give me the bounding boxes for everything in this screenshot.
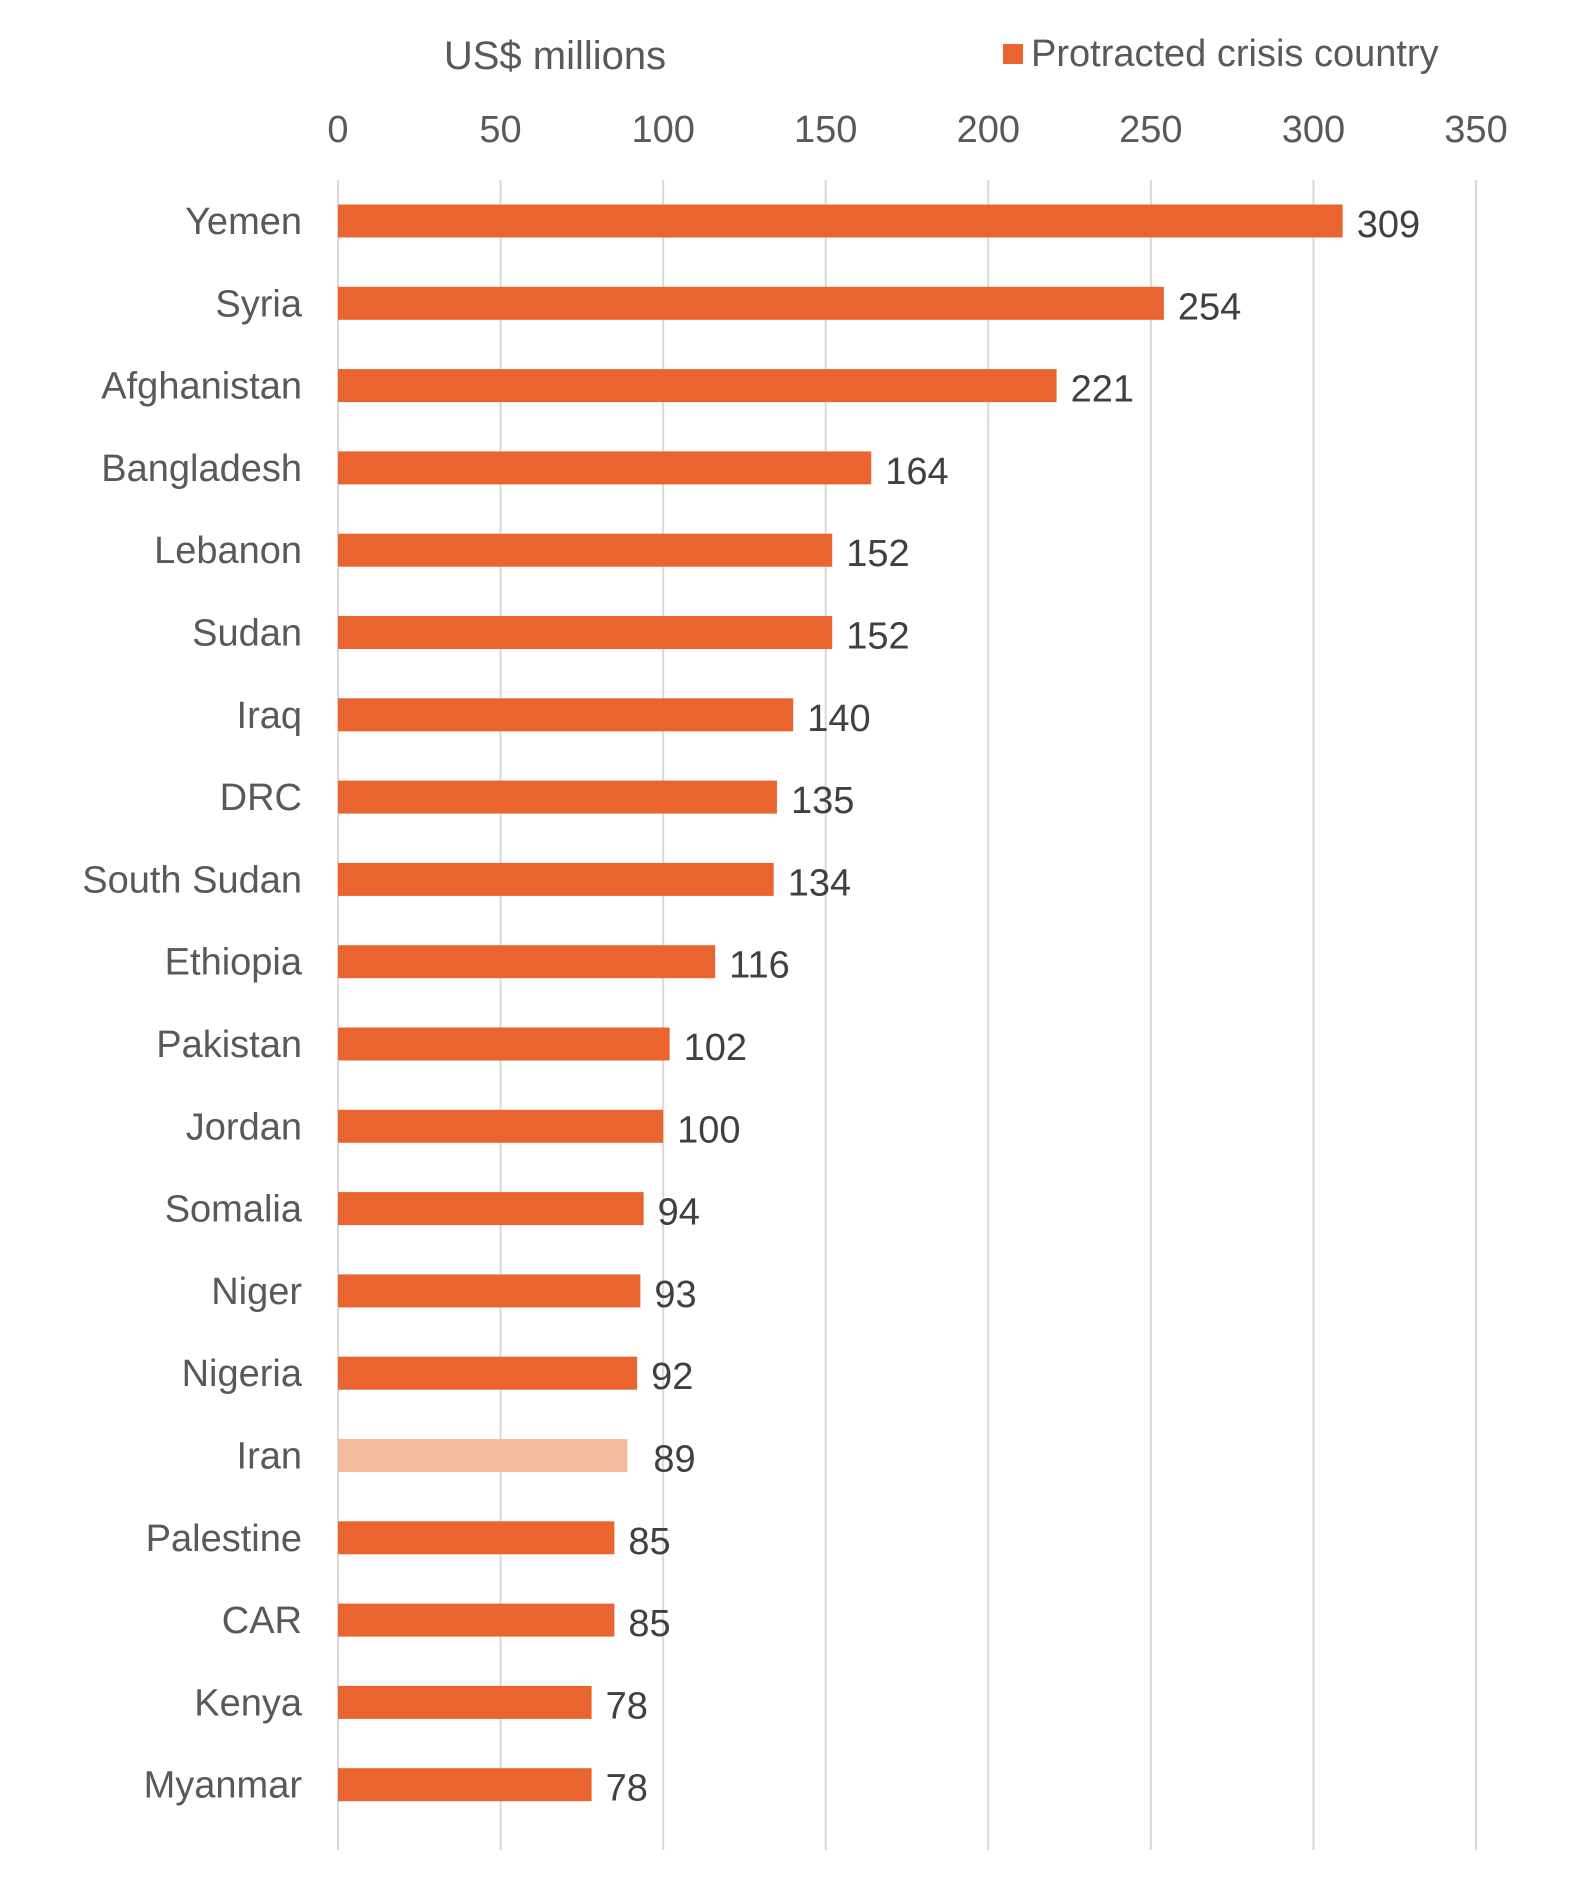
value-label: 134 <box>788 862 851 904</box>
value-label: 85 <box>628 1521 670 1563</box>
bar-afghanistan <box>338 369 1057 403</box>
x-axis-title: US$ millions <box>444 34 666 78</box>
value-label: 116 <box>729 945 790 987</box>
category-label: Somalia <box>165 1189 303 1231</box>
x-tick-label: 150 <box>794 109 857 151</box>
bar-niger <box>338 1274 641 1308</box>
value-label: 94 <box>658 1192 700 1234</box>
x-tick-label: 200 <box>957 109 1020 151</box>
category-label: Bangladesh <box>101 448 302 490</box>
value-label: 152 <box>846 616 909 658</box>
category-label: Lebanon <box>154 530 302 572</box>
value-label: 93 <box>654 1274 696 1316</box>
x-tick-label: 100 <box>631 109 694 151</box>
x-tick-label: 350 <box>1444 109 1507 151</box>
bar-yemen <box>338 204 1343 238</box>
category-label: Myanmar <box>144 1765 303 1807</box>
category-label: Palestine <box>146 1518 302 1560</box>
category-label: Yemen <box>185 201 302 243</box>
value-label: 140 <box>807 698 870 740</box>
bar-palestine <box>338 1521 615 1555</box>
value-label: 78 <box>606 1768 648 1810</box>
category-label: Nigeria <box>182 1353 303 1395</box>
category-label: Pakistan <box>156 1024 302 1066</box>
value-label: 102 <box>684 1027 747 1069</box>
bar-jordan <box>338 1109 664 1143</box>
value-label: 100 <box>677 1109 740 1151</box>
value-label: 92 <box>651 1356 693 1398</box>
value-label: 164 <box>885 451 948 493</box>
value-label: 152 <box>846 533 909 575</box>
value-label: 135 <box>791 780 854 822</box>
bar-somalia <box>338 1192 644 1226</box>
x-tick-label: 250 <box>1119 109 1182 151</box>
bar-iraq <box>338 698 794 732</box>
category-label: CAR <box>222 1600 302 1642</box>
value-label: 78 <box>606 1685 648 1727</box>
value-label: 309 <box>1357 204 1420 246</box>
x-tick-label: 50 <box>479 109 521 151</box>
bar-iran <box>338 1439 628 1472</box>
bar-south-sudan <box>338 862 774 896</box>
bar-drc <box>338 780 777 814</box>
bar-lebanon <box>338 533 833 567</box>
legend-swatch <box>1003 44 1023 64</box>
category-label: Ethiopia <box>165 942 303 984</box>
bar-kenya <box>338 1685 592 1719</box>
category-labels: Yemen Syria Afghanistan Bangladesh Lebanon Su… <box>82 201 303 1807</box>
category-label: Iran <box>237 1436 302 1478</box>
category-label: Jordan <box>186 1106 302 1148</box>
category-label: South Sudan <box>82 859 302 901</box>
bar-bangladesh <box>338 451 872 485</box>
bar-nigeria <box>338 1356 638 1390</box>
value-labels: 309 254 221 164 152 152 140 135 134 116 102 100 94 93… <box>606 204 1420 1810</box>
x-tick-label: 0 <box>327 109 348 151</box>
bar-sudan <box>338 616 833 649</box>
x-tick-labels: 0 50 100 150 200 250 300 350 <box>327 109 1507 151</box>
bar-syria <box>338 286 1164 320</box>
gridlines <box>337 180 1477 1850</box>
category-label: Iraq <box>237 695 302 737</box>
bars <box>338 204 1343 1802</box>
bar-pakistan <box>338 1027 670 1061</box>
value-label: 221 <box>1071 369 1134 411</box>
bar-ethiopia <box>338 945 716 979</box>
category-label: Sudan <box>192 613 302 655</box>
bar-car <box>338 1603 615 1637</box>
category-label: Afghanistan <box>101 366 302 408</box>
value-label: 254 <box>1178 286 1241 328</box>
x-tick-label: 300 <box>1282 109 1345 151</box>
legend-label: Protracted crisis country <box>1031 33 1439 75</box>
category-label: Syria <box>215 283 302 325</box>
value-label: 89 <box>653 1439 695 1481</box>
category-label: Kenya <box>194 1682 303 1724</box>
legend: Protracted crisis country <box>1003 33 1439 75</box>
bar-myanmar <box>338 1768 592 1802</box>
category-label: DRC <box>220 777 302 819</box>
value-label: 85 <box>628 1603 670 1645</box>
category-label: Niger <box>211 1271 302 1313</box>
